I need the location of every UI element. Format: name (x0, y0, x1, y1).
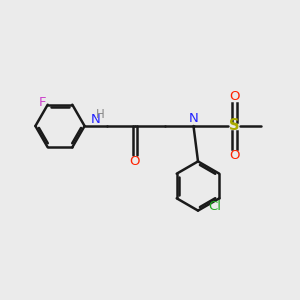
Text: N: N (91, 113, 100, 126)
Text: F: F (39, 96, 46, 109)
Text: H: H (96, 108, 104, 121)
Text: O: O (130, 154, 140, 168)
Text: O: O (230, 90, 240, 103)
Text: N: N (189, 112, 198, 125)
Text: S: S (230, 118, 240, 134)
Text: O: O (230, 149, 240, 162)
Text: Cl: Cl (208, 200, 221, 213)
